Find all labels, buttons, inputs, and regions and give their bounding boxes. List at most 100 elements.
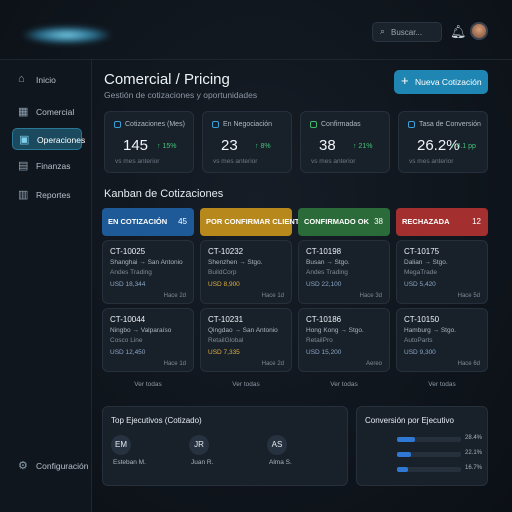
- button-label: Nueva Cotización: [415, 77, 482, 87]
- quote-route: Shanghai → San Antonio: [110, 259, 183, 266]
- column-count: 45: [178, 217, 187, 226]
- quote-id: CT-10025: [110, 247, 146, 256]
- column-header: POR CONFIRMAR CLIENTE: [200, 208, 304, 236]
- column-name: POR CONFIRMAR CLIENTE: [206, 217, 305, 226]
- bar: [397, 467, 408, 472]
- kpi-label: Tasa de Conversión: [419, 121, 481, 128]
- nav-label: Configuración: [36, 461, 89, 471]
- quote-route: Ningbo → Valparaíso: [110, 327, 172, 334]
- quote-age: Hace 3d: [359, 293, 382, 299]
- column-count: 38: [374, 217, 383, 226]
- quote-age: Aereo: [365, 361, 382, 367]
- new-quote-button[interactable]: + Nueva Cotización: [394, 70, 488, 94]
- quote-client: AutoParts: [404, 337, 433, 344]
- quote-client: Cosco Line: [110, 337, 143, 344]
- nav-icon: ▥: [18, 189, 29, 201]
- quote-age: Hace 5d: [457, 293, 480, 299]
- quote-age: Hace 1d: [261, 293, 284, 299]
- kpi-value: 23: [221, 137, 238, 154]
- exec-initials: JR: [189, 435, 209, 455]
- quote-client: MegaTrade: [404, 269, 437, 276]
- quote-amount: USD 9,300: [404, 349, 436, 356]
- kpi-value: 145: [123, 137, 149, 154]
- exec-name: Juan R.: [191, 459, 214, 466]
- kanban-title: Kanban de Cotizaciones: [104, 188, 224, 200]
- bar-track: [397, 467, 461, 472]
- quote-card[interactable]: CT-10044 Ningbo → Valparaíso Cosco Line USD…: [102, 308, 194, 372]
- view-all-link[interactable]: Ver todas: [134, 381, 162, 388]
- kpi-label: Cotizaciones (Mes): [125, 121, 185, 128]
- quote-card[interactable]: CT-10231 Qingdao → San Antonio RetailGloba…: [200, 308, 292, 372]
- kpi-icon: [212, 121, 219, 128]
- kpi-card: Tasa de Conversión 26.2% ↑ 4.1 pp vs mes an…: [398, 111, 488, 173]
- quote-client: BuildCorp: [208, 269, 237, 276]
- avatar[interactable]: [470, 22, 488, 40]
- kpi-card: En Negociación 23 ↑ 8% vs mes anterior: [202, 111, 292, 173]
- column-name: RECHAZADA: [402, 217, 450, 226]
- quote-route: Hamburg → Stgo.: [404, 327, 457, 334]
- view-all-link[interactable]: Ver todas: [428, 381, 456, 388]
- exec-name: Alma S.: [269, 459, 292, 466]
- nav-label: Operaciones: [37, 135, 86, 145]
- nav-item[interactable]: ⌂ Inicio: [12, 69, 82, 91]
- nav-label: Inicio: [36, 75, 56, 85]
- quote-card[interactable]: CT-10175 Dalian → Stgo. MegaTrade USD 5,420…: [396, 240, 488, 304]
- quote-card[interactable]: CT-10232 Shenzhen → Stgo. BuildCorp USD 8,9…: [200, 240, 292, 304]
- quote-client: Andes Trading: [306, 269, 348, 276]
- column-header: CONFIRMADO OK 38: [298, 208, 390, 236]
- search-box[interactable]: ⌕ Buscar...: [372, 22, 442, 42]
- bell-icon[interactable]: 🔔︎: [450, 24, 467, 39]
- page-subtitle: Gestión de cotizaciones y oportunidades: [104, 90, 258, 100]
- kpi-icon: [310, 121, 317, 128]
- view-all-link[interactable]: Ver todas: [330, 381, 358, 388]
- quote-amount: USD 8,900: [208, 281, 240, 288]
- quote-client: RetailGlobal: [208, 337, 244, 344]
- page-title: Comercial / Pricing: [104, 71, 230, 88]
- kpi-change: ↑ 4.1 pp: [451, 143, 476, 150]
- quote-amount: USD 12,450: [110, 349, 146, 356]
- kpi-note: vs mes anterior: [311, 158, 356, 165]
- exec-initials: EM: [111, 435, 131, 455]
- quote-route: Busan → Stgo.: [306, 259, 350, 266]
- exec-initials: AS: [267, 435, 287, 455]
- column-header: EN COTIZACIÓN 45: [102, 208, 194, 236]
- quote-client: Andes Trading: [110, 269, 152, 276]
- nav-icon: ▦: [18, 106, 29, 118]
- executives-panel: Top Ejecutivos (Cotizado) EM Esteban M. JR J…: [102, 406, 348, 486]
- nav-item[interactable]: ▦ Comercial: [12, 101, 82, 123]
- kpi-note: vs mes anterior: [409, 158, 454, 165]
- quote-route: Shenzhen → Stgo.: [208, 259, 263, 266]
- quote-route: Qingdao → San Antonio: [208, 327, 278, 334]
- bar-track: [397, 437, 461, 442]
- panel-title: Top Ejecutivos (Cotizado): [111, 416, 202, 425]
- quote-card[interactable]: CT-10198 Busan → Stgo. Andes Trading USD 22…: [298, 240, 390, 304]
- quote-id: CT-10231: [208, 315, 244, 324]
- kpi-change: ↑ 21%: [353, 143, 373, 150]
- quote-id: CT-10150: [404, 315, 440, 324]
- kpi-label: Confirmadas: [321, 121, 361, 128]
- kpi-label: En Negociación: [223, 121, 273, 128]
- quote-amount: USD 22,100: [306, 281, 342, 288]
- view-all-link[interactable]: Ver todas: [232, 381, 260, 388]
- nav-icon: ▣: [19, 134, 30, 146]
- bar-track: [397, 452, 461, 457]
- bar-label: 16.7%: [465, 465, 483, 471]
- nav-settings[interactable]: ⚙ Configuración: [12, 455, 88, 477]
- quote-card[interactable]: CT-10186 Hong Kong → Stgo. RetailPro USD 15…: [298, 308, 390, 372]
- top-bar: [0, 0, 512, 60]
- quote-card[interactable]: CT-10025 Shanghai → San Antonio Andes Trad…: [102, 240, 194, 304]
- nav-item[interactable]: ▤ Finanzas: [12, 155, 82, 177]
- nav-item[interactable]: ▥ Reportes: [12, 184, 82, 206]
- quote-age: Hace 6d: [457, 361, 480, 367]
- nav-item[interactable]: ▣ Operaciones: [12, 128, 86, 150]
- column-name: CONFIRMADO OK: [304, 217, 369, 226]
- quote-id: CT-10232: [208, 247, 244, 256]
- quote-card[interactable]: CT-10150 Hamburg → Stgo. AutoParts USD 9,30…: [396, 308, 488, 372]
- kpi-icon: [408, 121, 415, 128]
- kpi-change: ↑ 8%: [255, 143, 271, 150]
- conversion-panel: Conversión por Ejecutivo 28.4% 22.1% 16.7%: [356, 406, 488, 486]
- kpi-icon: [114, 121, 121, 128]
- bar-label: 22.1%: [465, 450, 483, 456]
- logo: [22, 26, 112, 44]
- kpi-note: vs mes anterior: [115, 158, 160, 165]
